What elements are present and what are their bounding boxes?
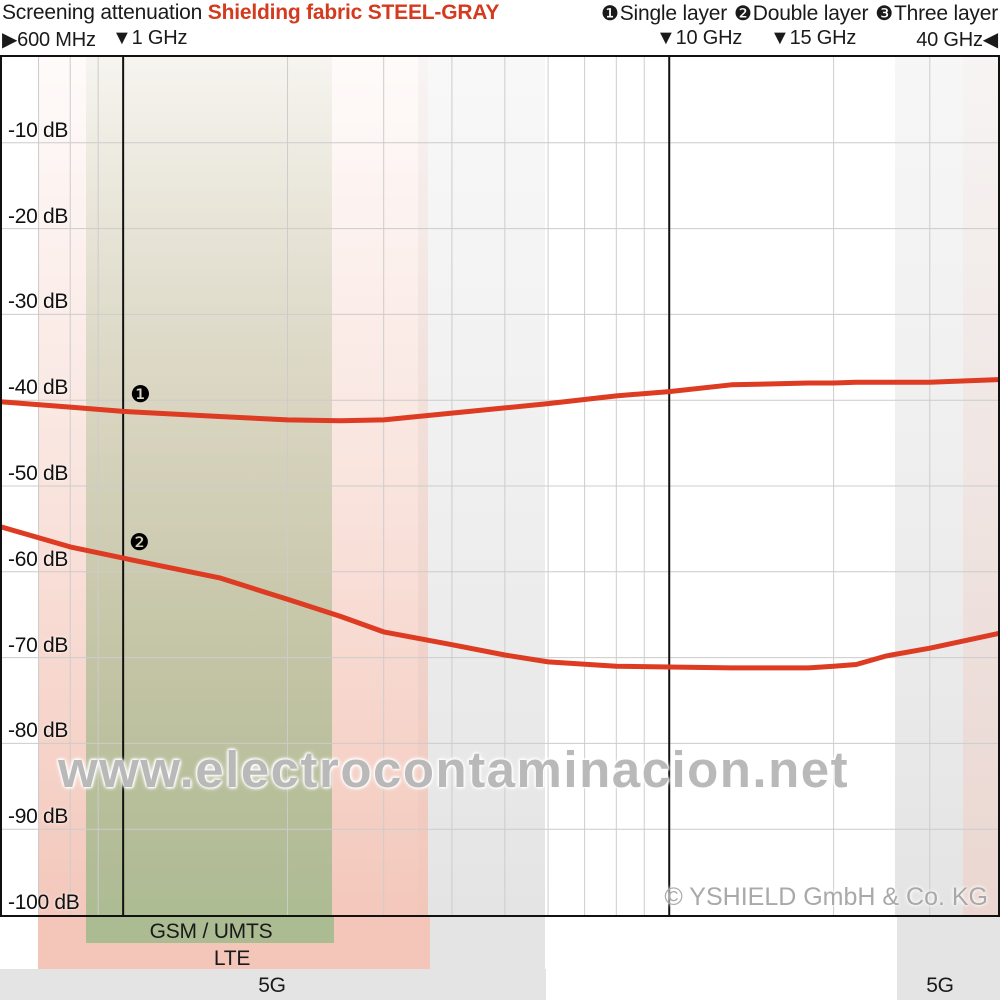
chart-title-red: Shielding fabric STEEL-GRAY [207, 1, 500, 24]
y-axis-label: -80 dB [8, 719, 69, 743]
chart-title-black: Screening attenuation [2, 1, 208, 24]
strip-5g-right [897, 917, 1000, 1000]
y-axis-label: -20 dB [8, 204, 69, 228]
y-axis-label: -100 dB [8, 891, 80, 914]
legend-label: Double layer [752, 2, 869, 25]
legend-marker-icon: ❶ [600, 3, 619, 25]
legend-marker-icon: ❸ [875, 3, 893, 25]
legend-item-three-layer: ❸ Three layer [875, 1, 998, 26]
y-axis-label: -40 dB [8, 376, 69, 400]
legend-label: Single layer [619, 2, 728, 25]
label-5g-right: 5G [926, 974, 954, 997]
freq-marker-600mhz: ▶600 MHz [2, 29, 96, 51]
header-row-title: Screening attenuation Shielding fabric S… [0, 1, 1000, 27]
legend-label: Three layer [893, 2, 998, 25]
curve-marker-double-layer: ❷ [129, 529, 150, 555]
watermark-text: www.electrocontaminacion.net [58, 741, 850, 798]
below-axis-area: GSM / UMTS LTE 5G 5G [0, 917, 1000, 1000]
curve-single-layer [2, 377, 998, 424]
legend-item-single-layer: ❶ Single layer [601, 1, 727, 26]
strip-5g-left-vertical [418, 917, 545, 1000]
plot-area: www.electrocontaminacion.net ❶ ❷ © YSHIE… [0, 55, 1000, 917]
header-row-frequencies: ▶600 MHz ▼1 GHz ▼10 GHz ▼15 GHz 40 GHz◀ [0, 27, 1000, 55]
y-axis-label: -70 dB [8, 633, 69, 657]
chart-title: Screening attenuation Shielding fabric S… [2, 1, 499, 25]
legend-marker-icon: ❷ [734, 3, 752, 25]
freq-marker-10ghz: ▼10 GHz [656, 27, 743, 49]
y-axis-label: -90 dB [8, 805, 69, 829]
curves [2, 377, 998, 671]
y-axis-label: -30 dB [8, 290, 69, 314]
copyright-text: © YSHIELD GmbH & Co. KG [664, 883, 988, 911]
legend-item-double-layer: ❷ Double layer [734, 1, 868, 26]
freq-marker-1ghz: ▼1 GHz [112, 27, 188, 49]
chart-legend: ❶ Single layer ❷ Double layer ❸ Three layer [601, 1, 998, 26]
label-lte: LTE [213, 947, 251, 970]
freq-marker-40ghz: 40 GHz◀ [916, 29, 998, 51]
curve-marker-single-layer: ❶ [130, 381, 151, 407]
y-axis-label: -10 dB [8, 118, 69, 142]
strip-gsm-umts [86, 917, 334, 943]
gridlines [2, 57, 998, 915]
curve-double-layer [2, 524, 998, 671]
y-axis-label: -50 dB [8, 462, 69, 485]
freq-marker-15ghz: ▼15 GHz [770, 27, 857, 49]
y-axis-label: -60 dB [8, 547, 69, 571]
label-gsm-umts: GSM / UMTS [149, 920, 273, 943]
label-5g-left: 5G [258, 974, 286, 997]
